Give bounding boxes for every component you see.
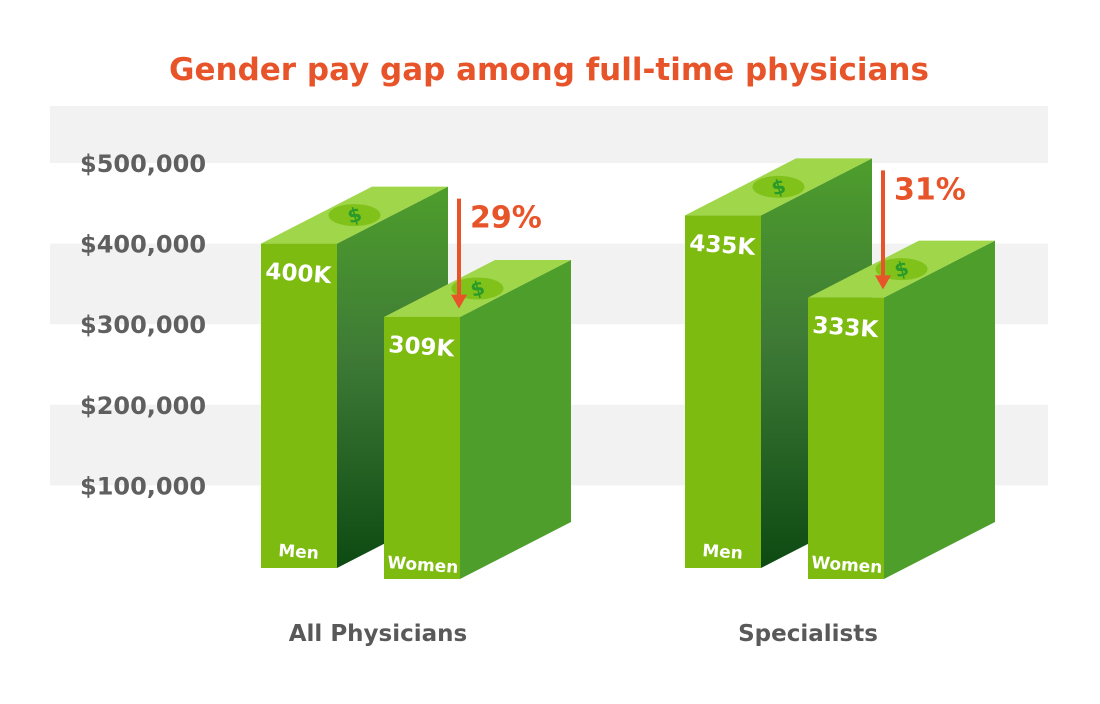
gap-arrow-icon: [451, 198, 467, 309]
y-tick-label: $200,000: [80, 392, 206, 420]
y-tick-label: $400,000: [80, 231, 206, 259]
bar-side: [460, 259, 571, 579]
dollar-glyph: $: [468, 275, 488, 302]
gap-arrow-icon: [875, 170, 891, 290]
dollar-coin-icon: $: [451, 275, 504, 302]
y-tick-label: $500,000: [80, 150, 206, 178]
bar-group: $400K Men $309K Women 29%: [261, 186, 571, 579]
dollar-glyph: $: [345, 202, 365, 229]
group-label: All Physicians: [289, 621, 467, 647]
chart-title: Gender pay gap among full-time physician…: [169, 52, 929, 88]
bar-women: $333K Women: [808, 240, 995, 580]
group-labels: All Physicians Specialists: [289, 621, 878, 647]
dollar-glyph: $: [892, 256, 912, 283]
gap-percent-label: 29%: [470, 201, 542, 236]
coin-body: [451, 277, 504, 300]
bar-front: [685, 215, 761, 568]
bar-groups: $400K Men $309K Women 29% $435K Men $333K Women 3…: [261, 158, 995, 580]
group-label: Specialists: [738, 621, 878, 647]
bar-category-label: Women: [387, 553, 459, 578]
bar-front: [261, 243, 337, 568]
dollar-coin-icon: $: [328, 202, 381, 229]
grid-band: [50, 106, 1048, 163]
bar-front: [808, 297, 884, 579]
bar-value-label: 400K: [265, 259, 334, 290]
gap-percent-label: 31%: [894, 172, 966, 207]
dollar-glyph: $: [769, 173, 789, 200]
bar-group: $435K Men $333K Women 31%: [685, 158, 995, 580]
coin-body: [752, 175, 805, 198]
bar-value-label: 435K: [689, 230, 758, 261]
y-axis-ticks: $100,000 $200,000 $300,000 $400,000 $500,000: [80, 150, 206, 500]
bar-side: [884, 240, 995, 580]
bar-women: $309K Women: [384, 259, 571, 579]
coin-body: [875, 258, 928, 281]
coin-body: [328, 204, 381, 227]
bar-category-label: Women: [811, 553, 883, 578]
bar-value-label: 309K: [388, 332, 457, 363]
bar-value-label: 333K: [812, 313, 881, 344]
bar-category-label: Men: [702, 541, 744, 564]
gap-arrow-head: [875, 275, 891, 290]
dollar-coin-icon: $: [752, 173, 805, 200]
bar-category-label: Men: [278, 541, 320, 564]
dollar-coin-icon: $: [875, 256, 928, 283]
y-tick-label: $300,000: [80, 311, 206, 339]
gap-arrow-head: [451, 294, 467, 309]
bar-front: [384, 316, 460, 579]
y-tick-label: $100,000: [80, 472, 206, 500]
